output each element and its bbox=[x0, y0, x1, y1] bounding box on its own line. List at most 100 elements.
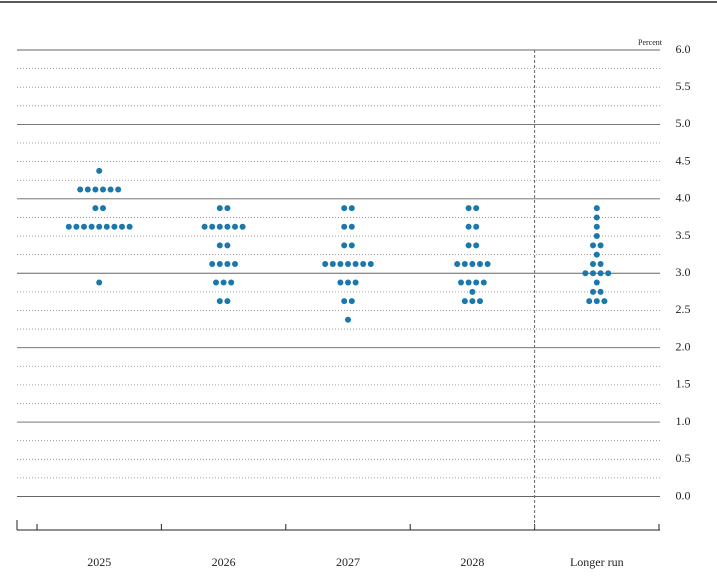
dot bbox=[216, 205, 223, 212]
dot bbox=[65, 223, 72, 230]
dot bbox=[461, 298, 468, 305]
y-tick-label: 4.5 bbox=[676, 153, 691, 167]
dot bbox=[345, 279, 351, 286]
dot bbox=[111, 223, 118, 230]
dot bbox=[81, 223, 87, 230]
dot bbox=[348, 223, 355, 230]
dot bbox=[337, 279, 344, 286]
dot bbox=[465, 279, 472, 286]
dot bbox=[593, 279, 600, 286]
dot bbox=[224, 205, 231, 212]
dot bbox=[209, 223, 216, 230]
dot bbox=[345, 316, 351, 323]
dot bbox=[341, 298, 348, 305]
dot bbox=[586, 298, 593, 305]
dot bbox=[107, 186, 114, 193]
dot bbox=[597, 242, 604, 249]
y-tick-label: 1.0 bbox=[676, 414, 691, 428]
dot bbox=[480, 279, 487, 286]
dot bbox=[92, 186, 99, 193]
dot bbox=[593, 298, 600, 305]
dot bbox=[597, 288, 604, 295]
dot bbox=[352, 260, 359, 267]
dot bbox=[341, 242, 348, 249]
dot bbox=[593, 233, 600, 240]
dot bbox=[601, 298, 608, 305]
dot bbox=[96, 223, 103, 230]
dot bbox=[593, 214, 600, 221]
dot bbox=[322, 260, 329, 267]
dot bbox=[341, 205, 348, 212]
dot bbox=[126, 223, 133, 230]
dot bbox=[337, 260, 344, 267]
dot bbox=[473, 205, 480, 212]
dot bbox=[213, 279, 219, 286]
dot bbox=[590, 270, 596, 277]
dot bbox=[465, 223, 472, 230]
y-tick-label: 1.5 bbox=[676, 377, 691, 391]
dot bbox=[465, 205, 472, 212]
dot bbox=[88, 223, 95, 230]
dot bbox=[216, 260, 223, 267]
dot bbox=[119, 223, 125, 230]
dot bbox=[469, 288, 476, 295]
dot bbox=[216, 298, 223, 305]
dot bbox=[96, 167, 103, 174]
dot bbox=[96, 279, 103, 286]
dot bbox=[341, 223, 348, 230]
dot bbox=[201, 223, 208, 230]
dot bbox=[220, 279, 227, 286]
dot bbox=[473, 279, 480, 286]
dot bbox=[473, 223, 480, 230]
dot bbox=[115, 186, 122, 193]
dot bbox=[224, 260, 231, 267]
dot bbox=[216, 242, 223, 249]
dot bbox=[348, 298, 355, 305]
x-tick-label: Longer run bbox=[570, 555, 624, 569]
y-tick-label: 5.0 bbox=[676, 116, 691, 130]
dot bbox=[103, 223, 110, 230]
unit-label: Percent bbox=[638, 38, 663, 47]
dot bbox=[329, 260, 336, 267]
dot bbox=[352, 279, 359, 286]
dot bbox=[360, 260, 367, 267]
x-tick-label: 2027 bbox=[336, 555, 360, 569]
dot bbox=[458, 279, 464, 286]
dot bbox=[367, 260, 374, 267]
dot bbox=[73, 223, 80, 230]
dot bbox=[590, 260, 596, 267]
dot bbox=[593, 223, 600, 230]
dot bbox=[345, 260, 351, 267]
dot bbox=[477, 298, 483, 305]
dot bbox=[465, 242, 472, 249]
dot bbox=[454, 260, 461, 267]
dot bbox=[590, 288, 596, 295]
dot bbox=[209, 260, 216, 267]
dot bbox=[348, 242, 355, 249]
y-tick-label: 0.0 bbox=[676, 488, 691, 502]
dot bbox=[605, 270, 612, 277]
dot bbox=[582, 270, 589, 277]
y-tick-label: 2.0 bbox=[676, 339, 691, 353]
dot bbox=[469, 298, 476, 305]
dot bbox=[100, 186, 106, 193]
dot bbox=[100, 205, 106, 212]
dot bbox=[92, 205, 99, 212]
dot bbox=[590, 242, 596, 249]
dot bbox=[84, 186, 91, 193]
y-tick-label: 3.5 bbox=[676, 228, 691, 242]
dot bbox=[477, 260, 483, 267]
dot bbox=[228, 279, 235, 286]
dot bbox=[348, 205, 355, 212]
dot bbox=[232, 223, 238, 230]
dot bbox=[224, 298, 231, 305]
y-tick-label: 3.0 bbox=[676, 265, 691, 279]
dot bbox=[224, 223, 231, 230]
y-tick-label: 0.5 bbox=[676, 451, 691, 465]
x-tick-label: 2028 bbox=[460, 555, 484, 569]
x-tick-label: 2025 bbox=[87, 555, 111, 569]
dot bbox=[216, 223, 223, 230]
y-tick-label: 5.5 bbox=[676, 79, 691, 93]
dot bbox=[469, 260, 476, 267]
